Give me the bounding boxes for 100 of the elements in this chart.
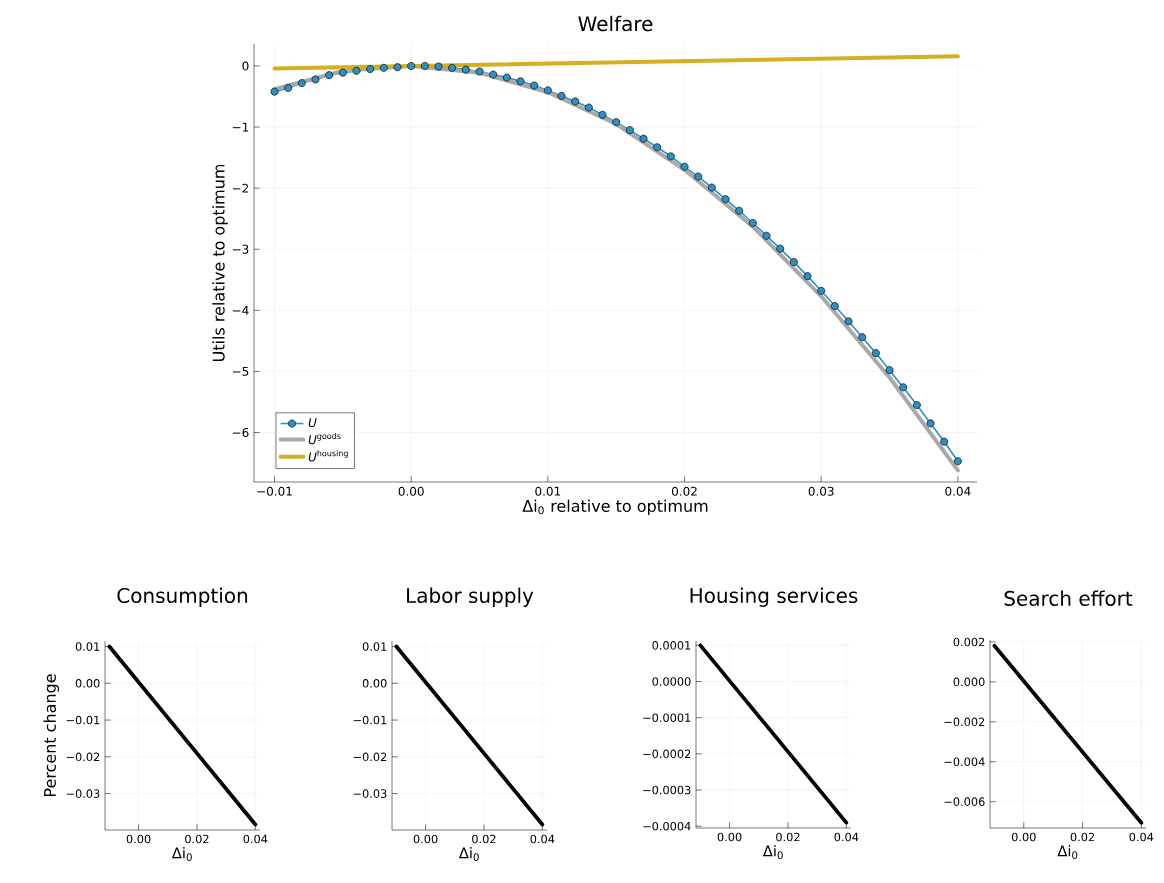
point [748,219,757,227]
point [666,152,675,161]
point [325,71,334,80]
point [612,118,621,127]
point [912,401,921,409]
x-tick-label: 0.02 [776,832,800,842]
x-tick-label: 0.02 [671,486,697,496]
point [393,63,402,72]
x-axis-title: Δi$_{0}$ [762,845,783,859]
y-tick-label: 0.01 [75,642,100,651]
x-tick-label: 0.02 [472,834,496,844]
point [694,172,703,181]
point [707,183,716,192]
point [297,79,306,88]
y-tick-label: −5 [232,366,249,376]
y-axis-title: Utils relative to optimum [212,164,228,362]
point [680,162,689,171]
x-axis-title: Δi$_{0}$ [458,847,479,861]
point [530,81,539,90]
point [557,91,566,100]
y-tick-label: −0.03 [66,789,100,798]
point [598,110,607,119]
point [953,457,962,466]
point [338,68,347,77]
y-tick-label: −0.0004 [643,821,691,831]
y-tick-label: 0.00 [75,679,100,688]
point [762,231,771,240]
y-tick-label: 0 [242,61,249,71]
point [543,86,552,95]
legend-label: U [308,418,317,428]
y-tick-label: −0.0001 [643,713,691,722]
point [830,302,839,311]
point [858,333,867,342]
point [639,134,648,143]
point [270,87,279,96]
y-tick-label: −6 [232,427,249,438]
x-tick-label: 0.00 [126,834,151,844]
x-tick-label: 0.04 [1129,832,1154,842]
point [899,383,908,392]
x-axis-title: Δi$_{0}$ [171,847,192,861]
y-tick-label: −1 [232,122,249,132]
x-axis-title: Δi$_{0}$ relative to optimum [522,499,708,516]
x-tick-label: 0.00 [413,834,438,844]
x-tick-label: 0.04 [945,486,971,496]
point [871,349,880,358]
point [817,286,826,295]
point [776,244,785,253]
y-tick-label: 0.0001 [652,641,691,650]
x-tick-label: 0.02 [185,834,209,844]
point [352,66,361,75]
y-tick-label: −2 [232,183,249,193]
point [502,73,511,82]
point [407,62,416,70]
y-tick-label: −3 [232,244,249,254]
y-tick-label: −0.002 [944,717,985,727]
chart-title: Consumption [117,587,248,607]
y-tick-label: 0.00 [362,679,387,688]
point [448,63,457,72]
point [940,437,949,446]
point [803,272,812,281]
x-tick-label: 0.04 [834,832,859,842]
point [420,62,429,70]
x-tick-label: 0.02 [1070,832,1095,842]
point [844,317,853,326]
y-tick-label: 0.002 [953,637,985,647]
y-tick-label: −0.01 [353,715,387,725]
y-tick-label: −0.02 [66,752,100,762]
y-tick-label: 0.01 [362,642,387,651]
point [475,67,484,76]
point [625,126,634,135]
point [366,65,375,73]
point [516,77,525,86]
x-tick-label: 0.01 [535,486,561,496]
point [284,84,293,92]
point [721,195,730,204]
point [653,143,662,152]
point [571,97,580,106]
x-tick-label: 0.00 [398,486,424,496]
legend-label: U$^{goods}$ [308,432,341,445]
x-tick-label: 0.00 [1011,832,1036,842]
x-tick-label: 0.03 [808,486,834,496]
chart-title: Search effort [1004,590,1133,606]
point [926,419,935,428]
y-tick-label: 0.0000 [652,677,691,686]
point [789,258,798,267]
chart-title: Welfare [578,15,653,32]
point [489,70,498,79]
point [379,63,388,72]
point [434,62,443,71]
point [461,65,470,74]
y-tick-label: −0.02 [353,752,387,762]
y-tick-label: −4 [232,305,249,315]
y-tick-label: −0.01 [66,715,100,725]
y-axis-title: Percent change [43,674,60,797]
y-tick-label: −0.0003 [643,785,691,795]
point [735,206,744,215]
chart-title: Labor supply [407,587,534,607]
chart-title: Housing services [690,587,858,607]
point [885,366,894,375]
legend-label: U$^{housing}$ [308,450,348,462]
